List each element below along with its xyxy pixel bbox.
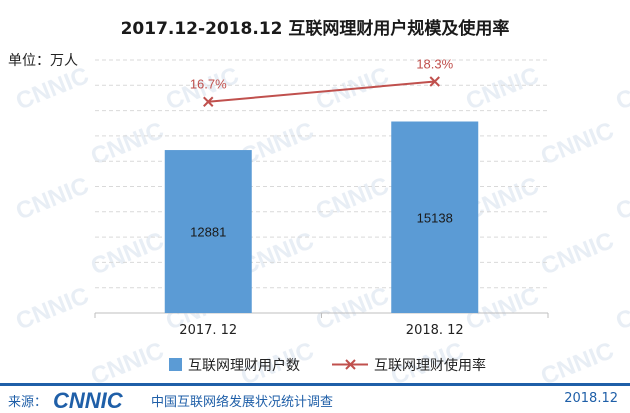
bar-value-label: 15138 [417, 210, 453, 225]
watermark-text: CNNIC [87, 227, 168, 281]
watermark-text: CNNIC [312, 282, 393, 336]
x-tick-label: 2017. 12 [179, 323, 237, 338]
legend-label-users: 互联网理财用户数 [188, 357, 300, 374]
x-axis-ticks: 2017. 12 2018. 12 [179, 323, 463, 338]
legend-marker-rate [345, 359, 356, 370]
watermark-text: CNNIC [12, 62, 93, 116]
cnnic-logo: CNNIC [53, 389, 124, 411]
bar [391, 121, 479, 313]
source-label: 来源： [8, 394, 48, 410]
watermark-text: CNNIC [612, 282, 630, 336]
bar [164, 150, 252, 313]
rate-value-label: 18.3% [416, 57, 453, 72]
watermark-text: CNNIC [462, 62, 543, 116]
footer-date: 2018.12 [564, 391, 618, 406]
watermark-text: CNNIC [12, 282, 93, 336]
watermark-text: CNNIC [537, 227, 618, 281]
legend-label-rate: 互联网理财使用率 [374, 357, 486, 374]
watermark-text: CNNIC [312, 172, 393, 226]
watermark-text: CNNIC [612, 172, 630, 226]
rate-line-series: 16.7% 18.3% [190, 57, 454, 107]
footer: 来源： CNNIC 中国互联网络发展状况统计调查 [8, 389, 333, 411]
legend-swatch-users [169, 358, 182, 371]
watermark-text: CNNIC [87, 117, 168, 171]
grid-lines [94, 59, 549, 318]
rate-point-marker [203, 96, 214, 107]
cnnic-logo-text: CNNIC [53, 389, 124, 411]
survey-name: 中国互联网络发展状况统计调查 [151, 394, 334, 410]
x-tick-label: 2018. 12 [406, 323, 464, 338]
rate-value-label: 16.7% [190, 77, 227, 92]
watermark-text: CNNIC [612, 62, 630, 116]
bar-value-label: 12881 [190, 225, 226, 240]
unit-label: 单位：万人 [8, 53, 78, 69]
watermark-text: CNNIC [537, 117, 618, 171]
rate-line [208, 80, 435, 103]
footer-rule [0, 383, 630, 386]
watermark-text: CNNIC [12, 172, 93, 226]
chart-title: 2017.12-2018.12 互联网理财用户规模及使用率 [120, 19, 510, 39]
bar-series: 12881 15138 [164, 121, 479, 313]
rate-point-marker [429, 76, 440, 87]
legend: 互联网理财用户数 互联网理财使用率 [169, 357, 486, 374]
